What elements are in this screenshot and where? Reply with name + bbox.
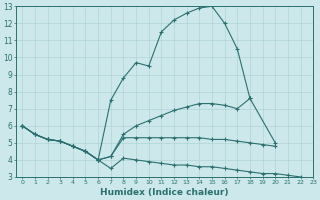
X-axis label: Humidex (Indice chaleur): Humidex (Indice chaleur) (100, 188, 229, 197)
